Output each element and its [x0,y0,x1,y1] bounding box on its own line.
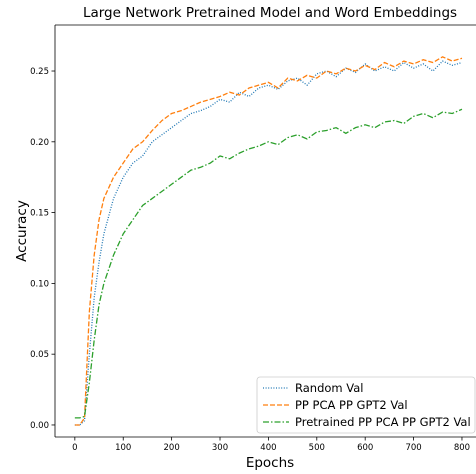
y-tick-label: 0.00 [30,421,49,431]
x-tick-label: 700 [405,443,421,453]
chart-title: Large Network Pretrained Model and Word … [83,5,457,21]
legend-label: Pretrained PP PCA PP GPT2 Val [295,415,471,429]
legend-box [256,376,476,434]
series-line [74,60,463,426]
legend-label: PP PCA PP GPT2 Val [295,398,408,412]
series-line [74,56,463,426]
y-axis-label: Accuracy [14,200,30,262]
legend-label: Random Val [295,381,363,395]
x-tick-label: 500 [309,443,325,453]
x-tick-label: 200 [164,443,180,453]
y-tick-label: 0.05 [30,350,49,360]
x-tick-label: 600 [357,443,373,453]
x-axis-label: Epochs [246,455,294,471]
x-tick-label: 100 [115,443,131,453]
x-tick-label: 300 [212,443,228,453]
series-line [74,108,463,419]
y-tick-label: 0.25 [30,67,49,77]
y-tick-label: 0.15 [30,209,49,219]
x-tick-label: 800 [454,443,470,453]
x-tick-label: 400 [260,443,276,453]
y-tick-label: 0.10 [30,279,49,289]
x-tick-label: 0 [72,443,77,453]
y-tick-label: 0.20 [30,138,49,148]
